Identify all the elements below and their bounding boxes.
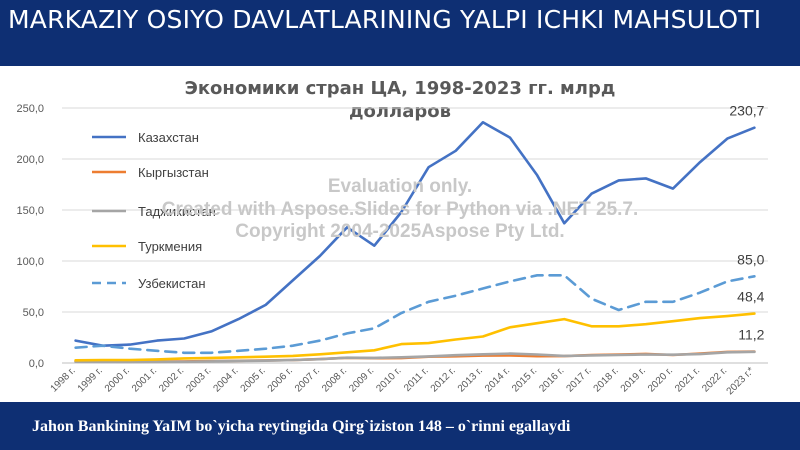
data-label: 48,4 xyxy=(737,289,764,305)
y-tick-label: 0,0 xyxy=(29,358,44,370)
x-tick-label: 2017 г. xyxy=(564,365,593,394)
x-tick-label: 2009 г. xyxy=(347,365,376,394)
series-line-Узбекистан xyxy=(74,273,756,355)
data-label: 230,7 xyxy=(729,103,764,119)
x-tick-label: 2004 г. xyxy=(211,365,240,394)
x-tick-label: 2023 г.* xyxy=(725,365,757,397)
x-tick-label: 1998 г. xyxy=(49,365,78,394)
watermark-line-2: Created with Aspose.Slides for Python vi… xyxy=(161,199,639,220)
chart-title-line-1: Экономики стран ЦА, 1998-2023 гг. млрд xyxy=(185,78,616,99)
x-tick-label: 2015 г. xyxy=(510,365,539,394)
x-tick-label: 2018 г. xyxy=(592,365,621,394)
x-tick-label: 2008 г. xyxy=(320,365,349,394)
y-tick-label: 150,0 xyxy=(16,205,44,217)
slide-title: MARKAZIY OSIYO DAVLATLARINING YALPI ICHK… xyxy=(8,5,762,34)
x-tick-label: 2014 г. xyxy=(483,365,512,394)
y-tick-label: 50,0 xyxy=(23,307,44,319)
x-tick-label: 2000 г. xyxy=(103,365,132,394)
x-tick-label: 2003 г. xyxy=(184,365,213,394)
footer-caption: Jahon Bankining YaIM bo`yicha reytingida… xyxy=(32,418,571,435)
x-tick-label: 2006 г. xyxy=(266,365,295,394)
y-tick-label: 250,0 xyxy=(16,103,44,115)
series-line-Туркмения xyxy=(74,312,756,362)
legend-label: Узбекистан xyxy=(138,276,206,291)
x-tick-label: 2010 г. xyxy=(374,365,403,394)
data-label: 85,0 xyxy=(737,251,764,267)
chart-title-line-2: долларов xyxy=(349,101,451,122)
legend-label: Казахстан xyxy=(138,130,199,145)
watermark-line-3: Copyright 2004-2025Aspose Pty Ltd. xyxy=(235,221,565,242)
x-tick-label: 2005 г. xyxy=(239,365,268,394)
legend-label: Туркмения xyxy=(138,239,202,254)
x-tick-label: 2002 г. xyxy=(157,365,186,394)
x-tick-label: 1999 г. xyxy=(76,365,105,394)
x-tick-label: 2013 г. xyxy=(456,365,485,394)
series-line-Таджикистан xyxy=(74,350,756,364)
y-tick-label: 100,0 xyxy=(16,256,44,268)
x-tick-label: 2020 г. xyxy=(646,365,675,394)
footer-bar xyxy=(0,402,800,450)
x-tick-label: 2021 г. xyxy=(673,365,702,394)
watermark-line-1: Evaluation only. xyxy=(327,176,473,197)
y-tick-label: 200,0 xyxy=(16,154,44,166)
chart-panel xyxy=(0,66,800,402)
series-line-Казахстан xyxy=(74,121,756,348)
data-label: 11,2 xyxy=(738,327,764,343)
legend-label: Кыргызстан xyxy=(138,165,209,180)
x-tick-label: 2001 г. xyxy=(130,365,159,394)
x-tick-label: 2019 г. xyxy=(619,365,648,394)
x-tick-label: 2011 г. xyxy=(402,365,431,394)
x-tick-label: 2012 г. xyxy=(429,365,458,394)
legend-label: Таджикистан xyxy=(138,204,216,219)
x-tick-label: 2016 г. xyxy=(537,365,566,394)
x-tick-label: 2007 г. xyxy=(293,365,322,394)
